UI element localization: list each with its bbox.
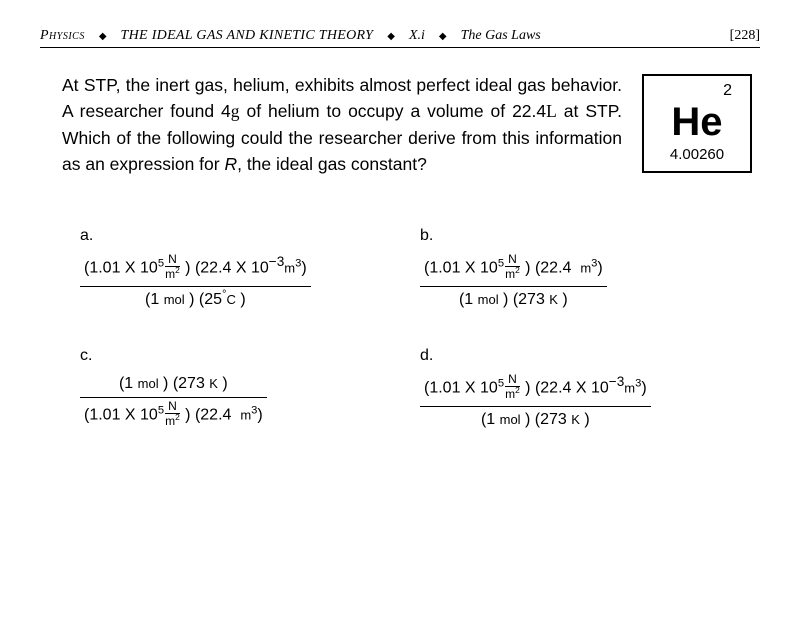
choice-b: b. (1.01 X 105Nm2 ) (22.4 m3) (1 mol ) (…: [420, 227, 750, 309]
choice-c: c. (1 mol ) (273 K ) (1.01 X 105Nm2 ) (2…: [80, 347, 410, 429]
choice-label: a.: [80, 227, 410, 245]
page-number: [228]: [730, 28, 760, 44]
atomic-mass: 4.00260: [648, 146, 746, 163]
question-text: At STP, the inert gas, helium, exhibits …: [62, 72, 622, 177]
periodic-element-box: 2 He 4.00260: [642, 74, 752, 173]
subject-label: Physics: [40, 28, 85, 44]
element-symbol: He: [648, 102, 746, 142]
separator-icon: ◆: [439, 31, 447, 42]
chapter-title: THE IDEAL GAS AND KINETIC THEORY: [121, 28, 374, 44]
choice-a: a. (1.01 X 105Nm2 ) (22.4 X 10−3m3) (1 m…: [80, 227, 410, 309]
choice-d: d. (1.01 X 105Nm2 ) (22.4 X 10−3m3) (1 m…: [420, 347, 750, 429]
choice-label: c.: [80, 347, 410, 365]
page-header: Physics ◆ THE IDEAL GAS AND KINETIC THEO…: [40, 28, 760, 48]
separator-icon: ◆: [387, 31, 395, 42]
fraction-expression: (1.01 X 105Nm2 ) (22.4 X 10−3m3) (1 mol …: [80, 255, 311, 309]
answer-choices: a. (1.01 X 105Nm2 ) (22.4 X 10−3m3) (1 m…: [40, 227, 760, 429]
fraction-expression: (1.01 X 105Nm2 ) (22.4 m3) (1 mol ) (273…: [420, 255, 607, 309]
question-block: At STP, the inert gas, helium, exhibits …: [40, 72, 760, 177]
section-title: The Gas Laws: [461, 28, 541, 44]
section-number: X.i: [409, 28, 425, 44]
atomic-number: 2: [648, 82, 746, 100]
breadcrumb: Physics ◆ THE IDEAL GAS AND KINETIC THEO…: [40, 28, 541, 44]
fraction-expression: (1.01 X 105Nm2 ) (22.4 X 10−3m3) (1 mol …: [420, 375, 651, 429]
separator-icon: ◆: [99, 31, 107, 42]
fraction-expression: (1 mol ) (273 K ) (1.01 X 105Nm2 ) (22.4…: [80, 375, 267, 429]
choice-label: d.: [420, 347, 750, 365]
choice-label: b.: [420, 227, 750, 245]
